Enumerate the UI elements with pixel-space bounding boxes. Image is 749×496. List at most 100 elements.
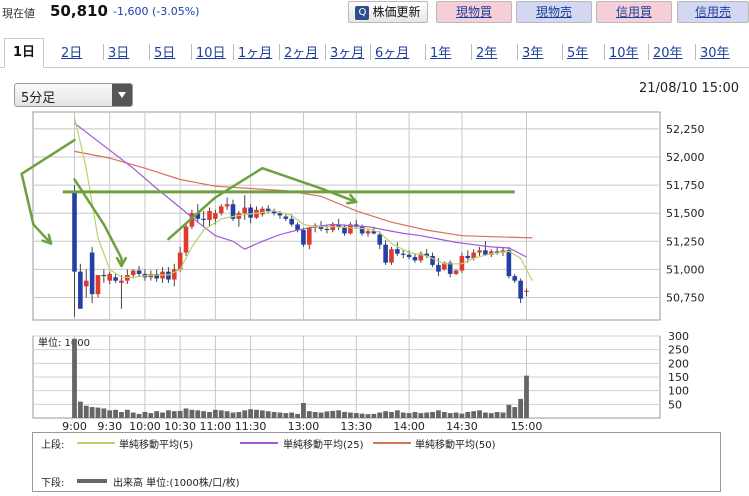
volume-bar [359, 413, 365, 418]
time-tick-label: 11:30 [235, 420, 267, 433]
tab-5[interactable]: 1ヶ月 [238, 46, 273, 61]
tab-12[interactable]: 5年 [567, 46, 589, 61]
candle-body [383, 244, 388, 263]
volume-bar [383, 411, 389, 418]
tab-separator [425, 44, 426, 60]
chart-datetime: 21/08/10 15:00 [639, 81, 739, 96]
candle-body [465, 255, 471, 259]
volume-bar [371, 413, 377, 418]
volume-bar [347, 412, 353, 418]
volume-bar [353, 413, 359, 418]
volume-bar [365, 414, 371, 418]
tab-4[interactable]: 10日 [196, 46, 226, 61]
candle-body [512, 276, 518, 281]
cash-buy-button[interactable]: 現物買 [436, 1, 512, 23]
candle-body [389, 249, 394, 263]
candle-body [89, 252, 95, 295]
tab-7[interactable]: 3ヶ月 [330, 46, 365, 61]
margin-sell-button[interactable]: 信用売 [677, 1, 749, 23]
volume-bar [400, 412, 406, 418]
volume-bar [271, 411, 277, 418]
volume-bar [524, 375, 529, 418]
tab-15[interactable]: 30年 [700, 46, 730, 61]
volume-bar [306, 411, 312, 418]
candle-body [483, 250, 488, 255]
tab-6[interactable]: 2ヶ月 [284, 46, 319, 61]
candle-body [301, 230, 306, 245]
tab-8[interactable]: 6ヶ月 [375, 46, 410, 61]
tab-10[interactable]: 2年 [476, 46, 498, 61]
volume-bar [506, 404, 512, 418]
volume-bar [212, 409, 218, 418]
interval-select[interactable]: 5分足 [14, 83, 133, 107]
legend-lower-label: 下段: [41, 478, 65, 489]
tab-13[interactable]: 10年 [609, 46, 639, 61]
time-tick-label: 13:30 [340, 420, 372, 433]
volume-bar [265, 411, 271, 418]
current-price-label: 現在値 [2, 7, 35, 20]
tab-9[interactable]: 1年 [430, 46, 452, 61]
cash-sell-button[interactable]: 現物売 [516, 1, 592, 23]
tab-separator [517, 44, 518, 60]
price-tick-label: 51,500 [666, 207, 705, 220]
tab-1[interactable]: 2日 [61, 46, 83, 61]
volume-bar [500, 412, 506, 418]
tab-separator [471, 44, 472, 60]
price-plot-area [32, 111, 661, 321]
annotation-arrowhead [41, 233, 53, 245]
margin-buy-button[interactable]: 信用買 [596, 1, 672, 23]
tab-2[interactable]: 3日 [108, 46, 130, 61]
candle-body [295, 224, 300, 231]
candle-body [348, 224, 353, 234]
time-tick-label: 10:00 [129, 420, 161, 433]
candle-body [83, 280, 89, 287]
volume-bar [154, 411, 160, 418]
volume-bar [148, 413, 154, 418]
tab-11[interactable]: 3年 [522, 46, 544, 61]
volume-bar [136, 413, 142, 418]
volume-bar [488, 413, 494, 418]
candle-body [324, 228, 330, 231]
volume-bar [412, 411, 418, 418]
legend: 上段: 単純移動平均(5) 単純移動平均(25) 単純移動平均(50) 下段: … [32, 432, 721, 492]
legend-ma50-swatch [373, 442, 411, 444]
volume-tick-label: 300 [668, 330, 689, 343]
volume-bar [512, 407, 518, 418]
candle-body [418, 253, 424, 261]
tab-14[interactable]: 20年 [653, 46, 683, 61]
candle-body [494, 251, 500, 253]
volume-bar [177, 410, 183, 418]
candle-body [242, 207, 248, 214]
volume-bar [342, 411, 347, 418]
volume-bar [277, 412, 283, 418]
tab-separator [370, 44, 371, 60]
candle-body [154, 273, 159, 279]
volume-bar [124, 409, 130, 418]
candle-body [395, 249, 400, 254]
update-price-button[interactable]: Q 株価更新 [348, 1, 428, 23]
volume-bar [394, 410, 400, 418]
volume-bar [89, 407, 95, 418]
tab-separator [191, 44, 192, 60]
tab-separator [149, 44, 150, 60]
volume-bar [224, 411, 230, 418]
tab-3[interactable]: 5日 [154, 46, 176, 61]
volume-tick-label: 150 [668, 371, 689, 384]
volume-bar [312, 411, 318, 418]
candle-body [307, 227, 312, 245]
volume-bar [254, 409, 259, 418]
volume-bar [218, 410, 224, 418]
chevron-down-icon[interactable] [112, 84, 132, 106]
volume-bar [289, 412, 295, 418]
volume-bar [430, 411, 435, 418]
volume-bar [336, 410, 342, 418]
volume-bar [201, 411, 207, 418]
interval-select-value: 5分足 [21, 91, 56, 106]
tab-separator [648, 44, 649, 60]
candle-body [207, 210, 212, 220]
candle-body [477, 250, 482, 253]
candle-body [95, 275, 101, 295]
volume-bar [142, 411, 148, 418]
price-tick-label: 51,000 [666, 263, 705, 276]
tab-0[interactable]: 1日 [4, 38, 44, 68]
